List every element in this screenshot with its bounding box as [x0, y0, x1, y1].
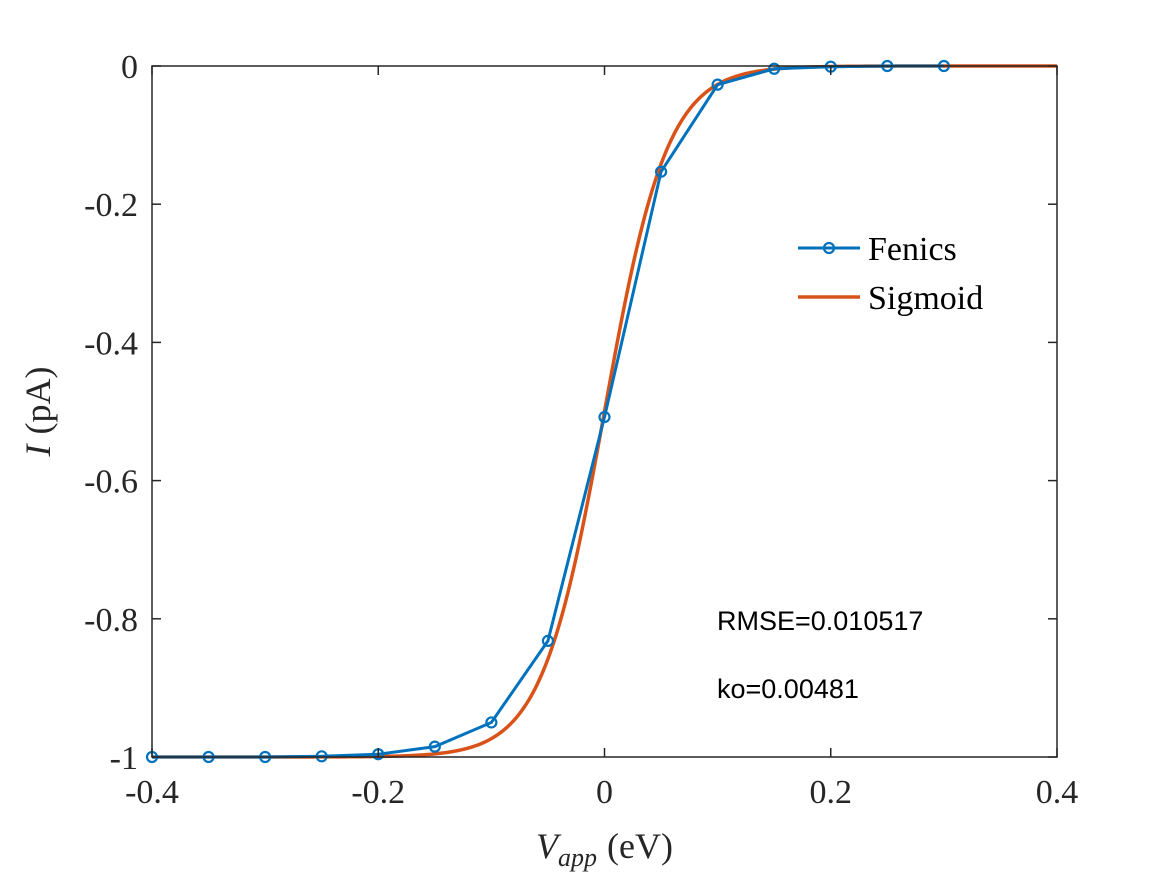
x-tick-label: 0	[596, 774, 613, 811]
data-point-fenics	[541, 634, 555, 648]
y-tick-label: -1	[110, 740, 138, 777]
x-label-unit: (eV)	[607, 826, 673, 866]
legend-label-sigmoid: Sigmoid	[868, 280, 983, 317]
legend: Fenics Sigmoid	[798, 231, 983, 317]
data-point-fenics	[598, 410, 611, 424]
y-label-symbol: I	[18, 442, 58, 457]
y-tick-label: 0	[121, 49, 138, 86]
data-point-fenics	[654, 165, 668, 178]
data-point-fenics	[711, 78, 724, 91]
data-point-fenics	[485, 716, 498, 729]
x-label-symbol: V	[536, 826, 562, 866]
y-label-unit: (pA)	[18, 367, 58, 435]
x-axis-label: Vapp (eV)	[536, 826, 673, 872]
plot-layer	[145, 59, 1057, 764]
y-tick-label: -0.6	[84, 464, 138, 501]
data-point-fenics	[428, 740, 441, 753]
y-axis-label: I (pA)	[18, 367, 58, 458]
legend-label-fenics: Fenics	[868, 231, 957, 268]
x-tick-label: 0.4	[1036, 774, 1079, 811]
rmse-annotation: RMSE=0.010517	[717, 606, 923, 636]
y-tick-label: -0.8	[84, 602, 138, 639]
x-tick-label: 0.2	[810, 774, 853, 811]
x-tick-label: -0.4	[125, 774, 179, 811]
x-axis: -0.4 -0.2 0 0.2 0.4	[125, 66, 1078, 811]
y-axis: 0 -0.2 -0.4 -0.6 -0.8 -1	[84, 49, 1057, 777]
legend-marker-fenics	[822, 241, 836, 255]
x-label-subscript: app	[558, 843, 597, 872]
data-point-fenics	[768, 62, 781, 75]
y-tick-label: -0.4	[84, 325, 138, 362]
ko-annotation: ko=0.00481	[717, 674, 859, 704]
x-tick-label: -0.2	[351, 774, 405, 811]
series-line-fenics	[152, 64, 944, 759]
y-tick-label: -0.2	[84, 187, 138, 224]
